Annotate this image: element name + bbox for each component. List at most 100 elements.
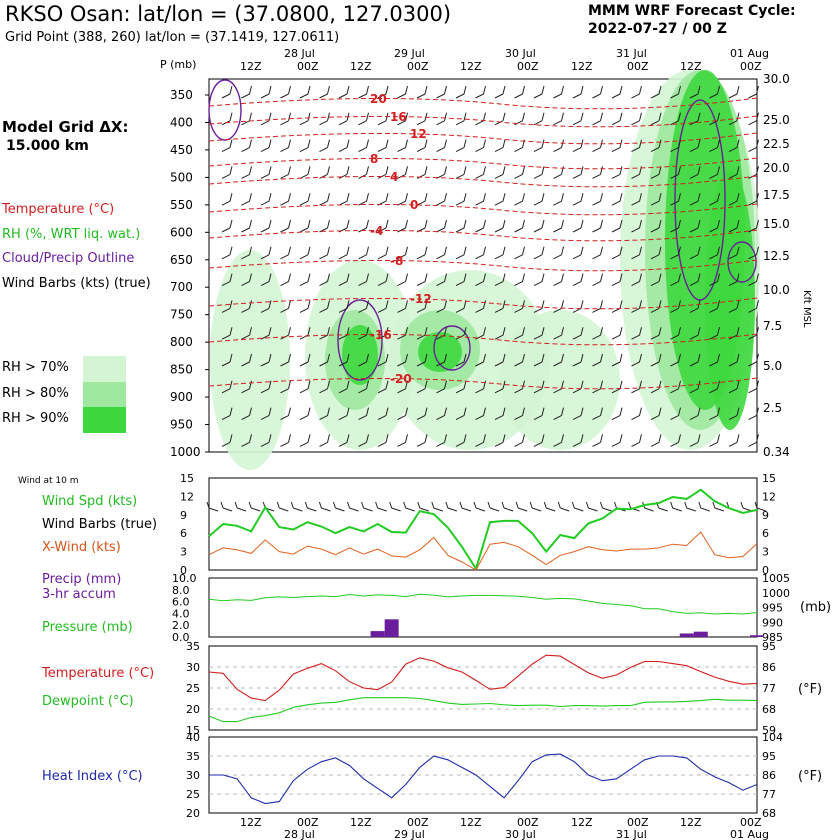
wind-barb: [475, 407, 486, 421]
wind-barb: [572, 139, 584, 153]
wind-barb: [455, 380, 467, 394]
rh80-swatch: [83, 382, 126, 407]
legend-precip-accum: 3-hr accum: [42, 587, 116, 602]
wind-barb: [377, 327, 389, 340]
wind-barb: [377, 85, 389, 99]
cloud-outline-5: [208, 79, 242, 141]
cloud-outline-3: [674, 99, 726, 301]
isotherm-label: 20: [370, 92, 387, 106]
wind-barb: [475, 353, 486, 367]
wind-barb: [494, 85, 506, 99]
sfc-wind-barb: [557, 501, 570, 512]
wind-barb: [728, 434, 740, 447]
isotherm-label: 4: [390, 170, 398, 184]
wind-barb: [455, 166, 467, 179]
pressure-tick-label: 750: [170, 308, 193, 322]
wind-barb: [475, 246, 486, 260]
heat-ytick-right: 86: [762, 769, 776, 782]
wind-barb: [475, 112, 486, 126]
model-grid-value: 15.000 km: [6, 138, 89, 154]
wind-barb: [572, 246, 584, 260]
time-tick-bottom: 12Z: [680, 816, 702, 829]
heat-ytick-right: 95: [762, 750, 776, 763]
temp-ytick-right: 95: [762, 640, 776, 653]
wind-barb: [553, 327, 564, 340]
wind-barb: [514, 273, 525, 287]
height-tick-label: 0.34: [763, 445, 790, 459]
wind-barb: [592, 193, 603, 206]
wind-barb: [377, 219, 389, 233]
wind-barb: [572, 166, 584, 179]
wind-barb: [397, 219, 408, 233]
wind-barb: [631, 407, 642, 421]
wind-barb: [260, 380, 272, 394]
wind-barb: [241, 166, 252, 179]
wind-barb: [572, 193, 584, 206]
sfc-wind-barb: [529, 501, 542, 512]
time-tick-top: 12Z: [460, 60, 482, 73]
wind-barb: [494, 434, 506, 447]
wind-barb: [514, 193, 525, 206]
pressure-tick-label: 400: [170, 115, 193, 129]
wind-barb: [553, 434, 564, 447]
wind-barb: [670, 273, 681, 287]
wind-barb: [260, 139, 272, 153]
cloud-outline-2: [433, 325, 471, 371]
wind-barb: [319, 353, 330, 367]
heat-index-line: [209, 753, 758, 805]
wind-barb: [553, 219, 564, 233]
wind-barb: [241, 85, 252, 99]
wind-barb: [728, 85, 740, 99]
wind-barb: [514, 407, 525, 421]
pressure-tick-label: 350: [170, 88, 193, 102]
wind-barb: [319, 434, 330, 447]
height-tick-label: 17.5: [763, 188, 790, 202]
wind-barb: [377, 246, 389, 260]
sfc-wind-barb: [515, 501, 528, 512]
wind-barb: [260, 193, 272, 206]
wind-barb: [455, 434, 467, 447]
pressure-tick-label: 600: [170, 225, 193, 239]
sfc-wind-barb: [220, 501, 233, 512]
wind-barb: [416, 166, 428, 179]
wind-barb: [533, 353, 545, 367]
wind-barb: [319, 166, 330, 179]
wind-barb: [670, 193, 681, 206]
wind-barb: [416, 327, 428, 340]
wind-barb: [416, 273, 428, 287]
wind-barb: [280, 407, 291, 421]
wind-barb: [533, 407, 545, 421]
wind-barb: [280, 85, 291, 99]
wind-barb: [533, 139, 545, 153]
wind-barb: [631, 193, 642, 206]
wind-barb: [670, 327, 681, 340]
wind-barb: [280, 353, 291, 367]
wind-barb: [358, 327, 369, 340]
wind-barb: [494, 246, 506, 260]
wind-barb: [709, 300, 720, 313]
wind-barb: [319, 273, 330, 287]
wind-barb: [338, 246, 350, 260]
pressure-tick-label: 800: [170, 335, 193, 349]
wind-barb: [748, 380, 759, 394]
isotherm-label: 16: [390, 110, 407, 124]
wind-barb: [572, 112, 584, 126]
wind-barb: [572, 353, 584, 367]
wind-barb: [553, 246, 564, 260]
wind-barb: [436, 139, 447, 153]
precip-bar: [679, 633, 694, 637]
wind-barb: [514, 300, 525, 313]
wind-barb: [514, 219, 525, 233]
legend-pressure: Pressure (mb): [42, 620, 133, 635]
height-tick-label: 15.0: [763, 217, 790, 231]
wind-barb: [377, 434, 389, 447]
height-tick-label: 7.5: [763, 319, 782, 333]
xwind-line: [208, 531, 758, 571]
wind-barb: [728, 139, 740, 153]
isotherm-line: [208, 377, 758, 390]
wind-barb: [241, 434, 252, 447]
wind-barb: [338, 85, 350, 99]
wind-barb: [728, 327, 740, 340]
sfc-wind-barb: [375, 501, 387, 512]
wind-barb: [650, 219, 662, 233]
